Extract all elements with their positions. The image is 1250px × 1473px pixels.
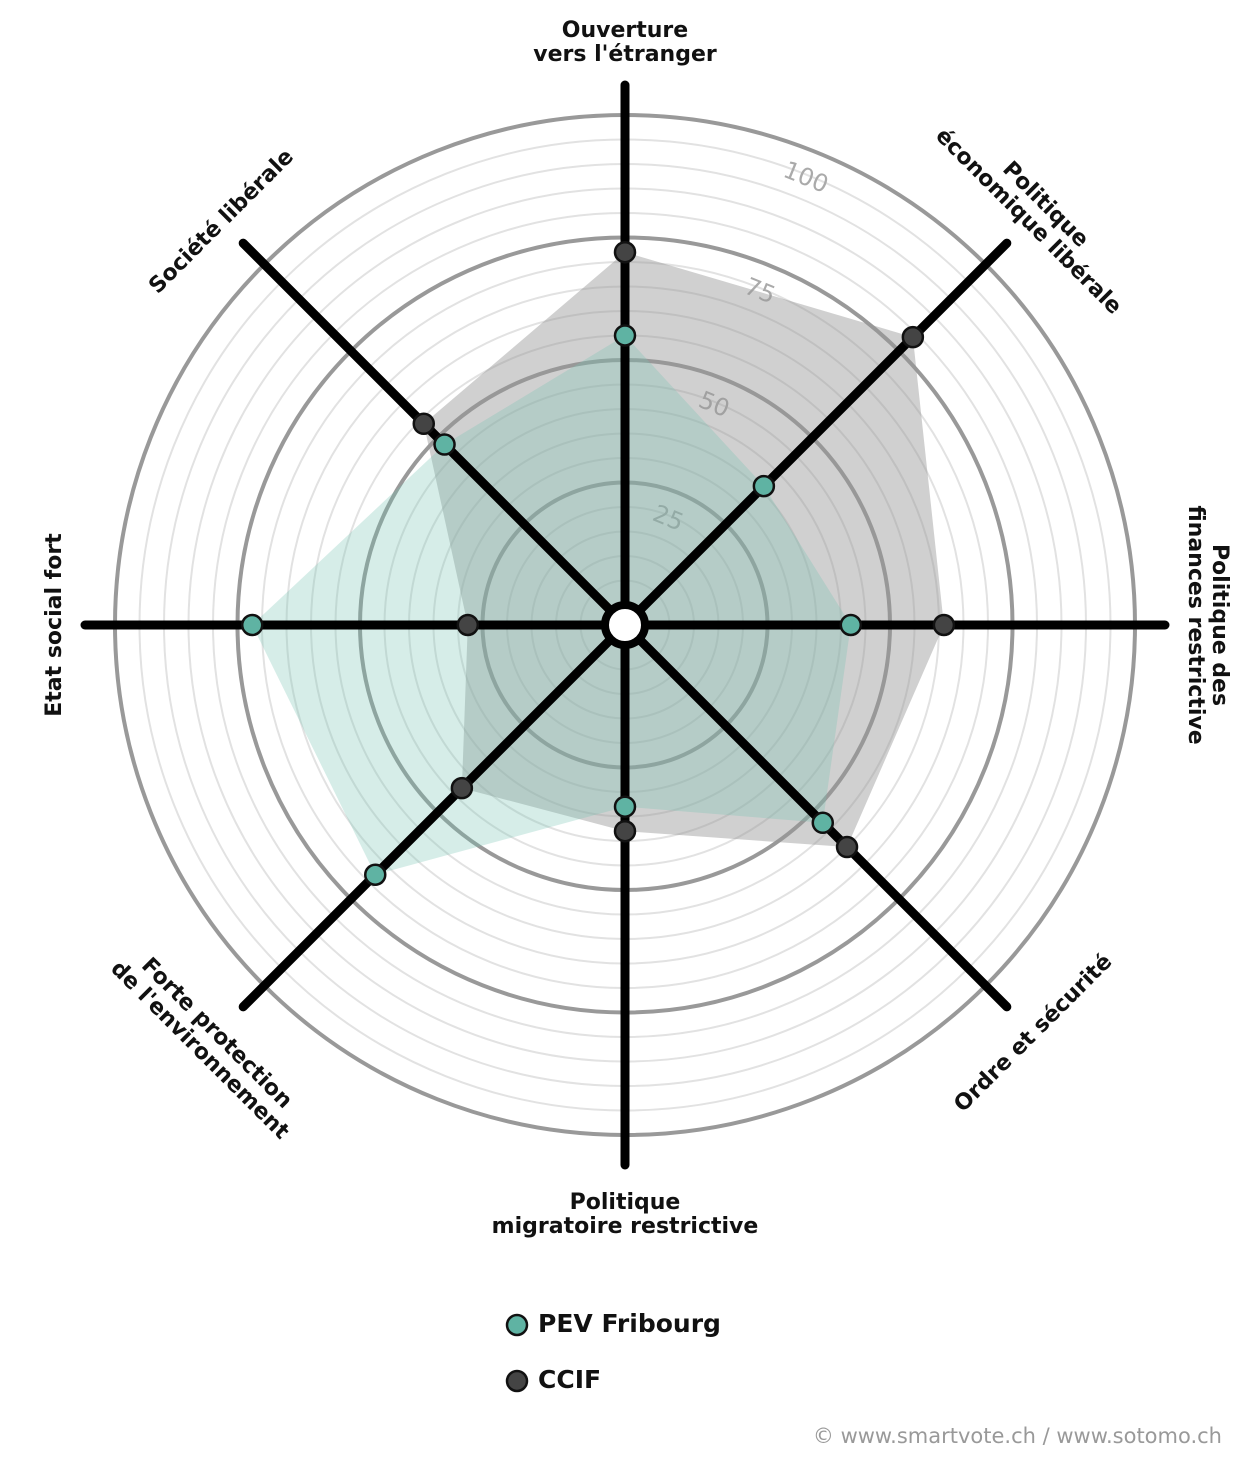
point (613, 240, 637, 264)
point (901, 325, 925, 349)
point (363, 863, 387, 887)
axis-label-line: finances restrictive (1183, 505, 1208, 744)
axis-label-line: vers l'étranger (533, 42, 717, 67)
point (613, 795, 637, 818)
axis-label-line: Politique (570, 1190, 681, 1215)
center (601, 601, 649, 649)
legend-label: CCIF (538, 1365, 601, 1394)
axis-label-line: Politique des (1207, 544, 1232, 706)
point (932, 613, 956, 637)
source: © www.smartvote.ch / www.sotomo.ch (813, 1424, 1222, 1448)
point (240, 613, 264, 637)
point (412, 412, 436, 436)
axis-label-line: Etat social fort (42, 533, 67, 717)
point (456, 613, 480, 637)
point (811, 811, 835, 835)
r-tick-label: 100 (779, 156, 832, 199)
axis-line (238, 620, 630, 1012)
legend-marker (505, 1313, 529, 1337)
axis-label: Etat social fort (42, 533, 67, 717)
point (835, 835, 859, 859)
point (450, 776, 474, 800)
axis-line (620, 238, 1012, 630)
axis-label-line: migratoire restrictive (492, 1214, 759, 1239)
point (613, 819, 637, 843)
legend-label: PEV Fribourg (538, 1309, 721, 1338)
axis-line (238, 238, 630, 630)
point (839, 613, 863, 637)
point (613, 324, 637, 347)
point (433, 433, 456, 456)
series-area (252, 335, 851, 875)
axis-label-line: Ouverture (562, 18, 688, 43)
legend-marker (505, 1369, 529, 1393)
point (752, 474, 776, 498)
